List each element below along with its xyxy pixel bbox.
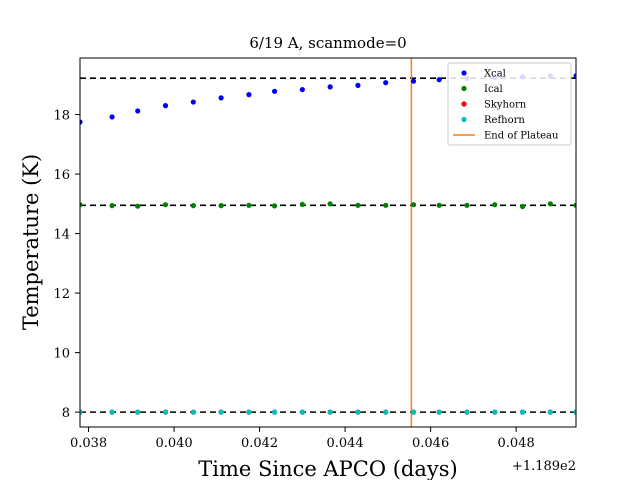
legend-marker (461, 70, 467, 76)
x-offset-label: +1.189e2 (512, 459, 576, 474)
plot-frame (79, 57, 577, 428)
ical-point (299, 201, 305, 208)
refhorn-point (109, 409, 115, 415)
xcal-point (218, 95, 224, 101)
ical-point (355, 202, 361, 208)
y-tick-label: 18 (53, 109, 70, 124)
legend-label: Skyhorn (484, 100, 527, 111)
y-tick-label: 16 (53, 168, 70, 183)
ical-point (327, 201, 333, 207)
refhorn-point (464, 409, 470, 415)
xcal-point (383, 80, 389, 86)
ical-point (135, 203, 141, 209)
refhorn-point (271, 409, 278, 415)
ical-point (492, 202, 498, 208)
refhorn-point (135, 409, 141, 415)
xcal-point (162, 103, 169, 109)
xcal-point (246, 92, 252, 98)
refhorn-point (80, 409, 83, 415)
legend-box (447, 62, 572, 146)
xcal-point (109, 114, 115, 120)
x-tick-label: 0.044 (326, 436, 363, 451)
legend-marker (461, 101, 467, 107)
ical-point (436, 202, 442, 208)
ical-point (547, 201, 553, 207)
x-tick-label: 0.048 (498, 436, 535, 451)
refhorn-point (547, 409, 553, 415)
y-tick-label: 10 (53, 347, 70, 362)
xcal-point (80, 119, 83, 125)
legend-label: Ical (484, 84, 503, 95)
refhorn-point (327, 409, 333, 415)
refhorn-point (573, 409, 576, 415)
legend-marker (461, 85, 467, 92)
ical-point (109, 203, 115, 209)
ical-point (410, 202, 417, 208)
chart-title: 6/19 A, scanmode=0 (249, 34, 406, 52)
refhorn-point (436, 409, 442, 415)
legend: Xcal Ical Skyhorn Refhorn End of Plateau (447, 62, 572, 146)
x-axis-label: Time Since APCO (days) (198, 457, 457, 480)
refhorn-point (190, 409, 196, 415)
refhorn-point (162, 409, 169, 415)
refhorn-point (383, 409, 389, 415)
legend-label: End of Plateau (484, 131, 559, 142)
xcal-point (355, 82, 361, 88)
ical-point (464, 202, 470, 208)
y-tick-label: 8 (62, 406, 70, 421)
ical-point (271, 203, 278, 209)
x-tick-label: 0.040 (155, 436, 192, 451)
refhorn-point (410, 409, 417, 415)
xcal-point (327, 84, 333, 90)
refhorn-point (218, 409, 224, 415)
legend-label: Xcal (484, 69, 506, 80)
x-tick-label: 0.038 (70, 436, 107, 451)
refhorn-point (519, 409, 526, 415)
y-tick-label: 14 (53, 228, 70, 243)
ical-point (246, 202, 252, 208)
xcal-point (135, 108, 141, 114)
x-tick-label: 0.042 (241, 436, 278, 451)
refhorn-point (299, 409, 305, 415)
ical-point (573, 202, 576, 208)
refhorn-point (246, 409, 252, 415)
legend-label: Refhorn (484, 115, 525, 126)
ical-point (218, 203, 224, 209)
xcal-point (436, 77, 442, 83)
ical-point (190, 203, 196, 209)
xcal-point (410, 78, 417, 84)
y-axis-label: Temperature (K) (19, 154, 43, 330)
xcal-point (271, 88, 278, 94)
x-tick-label: 0.046 (412, 436, 449, 451)
legend-marker (461, 116, 467, 123)
refhorn-point (355, 409, 361, 415)
xcal-point (573, 73, 576, 79)
ical-point (162, 202, 169, 208)
y-tick-label: 12 (53, 287, 70, 302)
ical-point (80, 202, 83, 208)
ical-point (519, 203, 526, 210)
xcal-point (190, 99, 196, 105)
refhorn-point (492, 409, 498, 415)
ical-point (383, 202, 389, 208)
xcal-point (299, 86, 305, 93)
